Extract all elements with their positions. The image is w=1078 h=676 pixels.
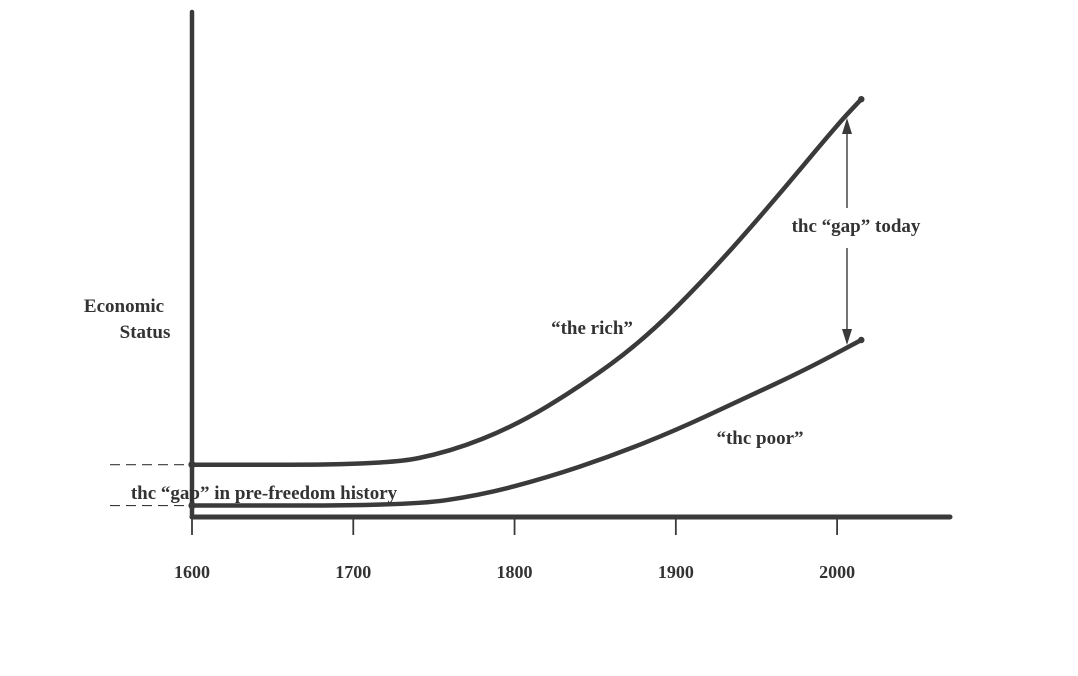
series-label-rich: “the rich”	[551, 318, 633, 339]
x-tick-label-1700: 1700	[335, 562, 371, 582]
y-axis-label-line-1: Economic	[84, 296, 164, 317]
series-end-rich	[858, 96, 865, 103]
series-line-poor	[189, 337, 864, 508]
x-tick-label-2000: 2000	[819, 562, 855, 582]
gap-today-arrowhead-down	[842, 329, 852, 345]
series-group	[188, 96, 865, 510]
x-ticks: 1600 1700 1800 1900 2000	[174, 517, 855, 582]
annotation-gap-today: thc “gap” today	[792, 216, 921, 237]
annotations	[110, 118, 852, 507]
annotation-gap-history: thc “gap” in pre-freedom history	[131, 483, 398, 504]
series-line-rich	[189, 96, 864, 467]
series-end-poor	[858, 336, 865, 344]
y-axis-label-line-2: Status	[120, 322, 171, 343]
gap-today-arrowhead-up	[842, 118, 852, 134]
series-label-poor: “thc poor”	[716, 428, 803, 449]
axes	[189, 9, 953, 520]
x-tick-label-1900: 1900	[658, 562, 694, 582]
x-tick-label-1800: 1800	[497, 562, 533, 582]
x-tick-label-1600: 1600	[174, 562, 210, 582]
